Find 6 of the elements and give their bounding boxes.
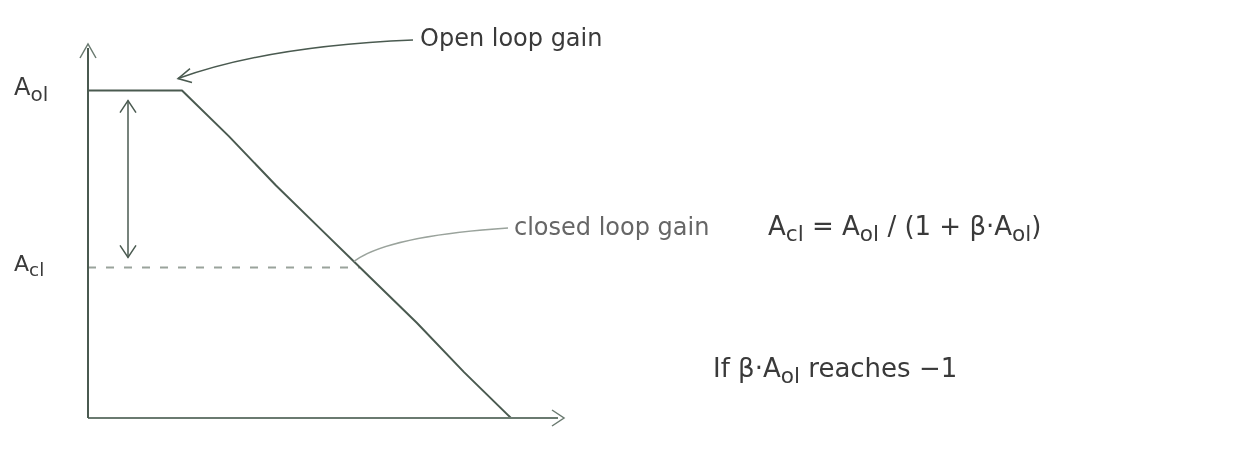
- text: If β·A$_{ol}$ reaches −1: [713, 353, 958, 389]
- text: A$_{cl}$ = A$_{ol}$ / (1 + β·A$_{ol}$): [768, 211, 1042, 247]
- annotation: closed loop gain: [514, 213, 710, 241]
- text: Open loop gain: [420, 24, 603, 52]
- ref-line-label: A$_{cl}$: [14, 251, 45, 281]
- text: A$_{ol}$: [14, 72, 49, 106]
